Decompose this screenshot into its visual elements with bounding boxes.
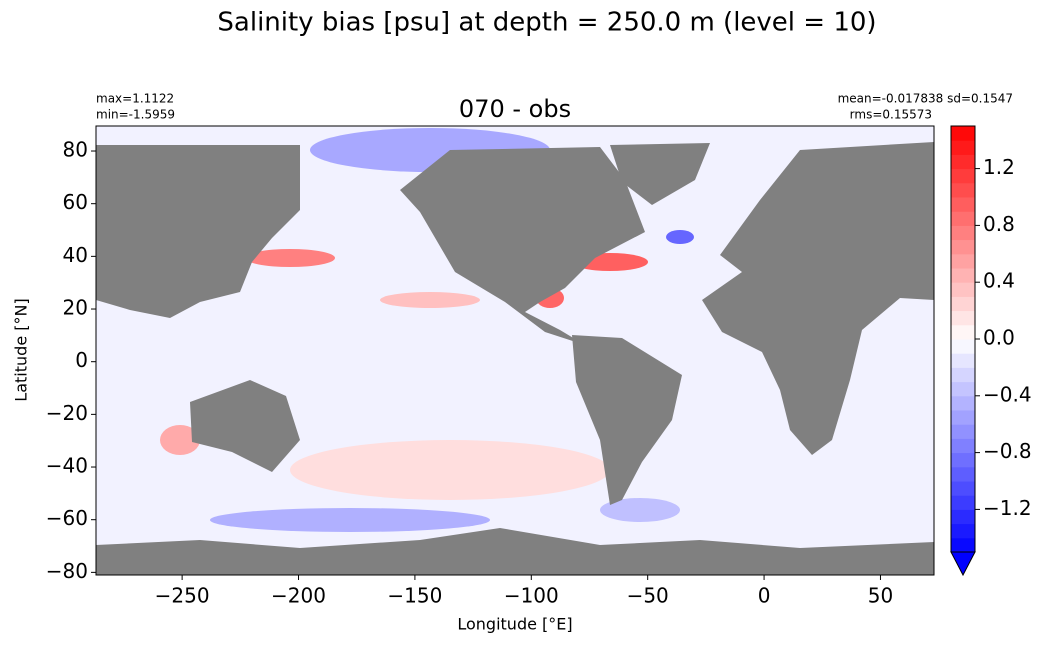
colorbar-band	[951, 410, 975, 425]
bias-patch	[210, 508, 490, 532]
x-tick-label: −100	[504, 584, 559, 608]
y-tick-label: −20	[46, 401, 88, 425]
colorbar-tick-label: 0.8	[983, 212, 1015, 236]
max-annotation: max=1.1122	[96, 92, 174, 106]
colorbar-band	[951, 353, 975, 368]
land	[190, 380, 300, 472]
colorbar-band	[951, 282, 975, 297]
colorbar: −1.2 −0.8 −0.4 0.0 0.4 0.8 1.2	[950, 125, 1032, 577]
land	[96, 145, 300, 318]
bias-patch	[666, 230, 694, 244]
colorbar-band	[951, 466, 975, 482]
chart-title: Salinity bias [psu] at depth = 250.0 m (…	[217, 8, 876, 38]
y-axis-label: Latitude [°N]	[12, 298, 31, 401]
colorbar-band	[951, 367, 975, 383]
colorbar-band	[951, 140, 975, 155]
plot-frame	[95, 125, 935, 576]
x-tick-label: 50	[868, 584, 893, 608]
rms-annotation: rms=0.15573	[850, 108, 932, 122]
colorbar-band	[951, 324, 975, 340]
y-tick-label: 0	[75, 348, 88, 372]
colorbar-band	[951, 452, 975, 468]
colorbar-band	[951, 509, 975, 525]
x-tick-label: −150	[387, 584, 442, 608]
colorbar-band	[951, 537, 975, 553]
colorbar-band	[951, 339, 975, 354]
colorbar-band	[951, 211, 975, 226]
y-tick-label: 80	[63, 138, 88, 162]
bias-patch	[290, 440, 610, 500]
land	[400, 147, 645, 345]
colorbar-tick-label: 1.2	[983, 155, 1015, 179]
colorbar-band	[951, 495, 975, 510]
bias-patch	[380, 292, 480, 308]
x-tick-label: −50	[627, 584, 669, 608]
colorbar-band	[951, 253, 975, 269]
y-tick-label: 40	[63, 243, 88, 267]
x-axis-label: Longitude [°E]	[457, 615, 572, 634]
colorbar-tick-label: 0.4	[983, 269, 1015, 293]
colorbar-band	[951, 239, 975, 255]
bias-patch	[160, 425, 200, 455]
min-annotation: min=-1.5959	[96, 108, 175, 122]
colorbar-tick-label: −0.8	[983, 439, 1032, 463]
colorbar-band	[951, 168, 975, 184]
colorbar-band	[951, 438, 975, 454]
chart-subtitle: 070 - obs	[459, 95, 571, 123]
colorbar-band	[951, 424, 975, 439]
land	[96, 528, 934, 575]
y-tick-label: −40	[46, 454, 88, 478]
y-tick-label: −60	[46, 506, 88, 530]
colorbar-extension	[950, 551, 976, 577]
colorbar-tick-label: 0.0	[983, 326, 1015, 350]
colorbar-band	[951, 268, 975, 283]
colorbar-band	[951, 481, 975, 496]
colorbar-band	[951, 197, 975, 212]
map-field	[96, 126, 934, 575]
land	[572, 335, 682, 505]
colorbar-band	[951, 296, 975, 312]
colorbar-band	[951, 395, 975, 411]
x-tick-label: −250	[155, 584, 210, 608]
colorbar-band	[951, 310, 975, 326]
x-tick-label: 0	[758, 584, 771, 608]
y-tick-label: 20	[63, 296, 88, 320]
land	[702, 142, 934, 455]
mean-annotation: mean=-0.017838 sd=0.1547	[838, 92, 1013, 106]
colorbar-band	[951, 381, 975, 397]
y-tick-label: −80	[46, 559, 88, 583]
x-tick-label: −200	[271, 584, 326, 608]
colorbar-tick-label: −1.2	[983, 496, 1032, 520]
colorbar-band	[951, 154, 975, 170]
y-tick-label: 60	[63, 190, 88, 214]
colorbar-band	[951, 182, 975, 198]
colorbar-tick-label: −0.4	[983, 382, 1032, 406]
colorbar-band	[951, 523, 975, 539]
land	[610, 143, 710, 205]
colorbar-band	[951, 126, 975, 141]
bias-patch	[600, 498, 680, 522]
colorbar-band	[951, 225, 975, 241]
bias-patch	[245, 249, 335, 267]
